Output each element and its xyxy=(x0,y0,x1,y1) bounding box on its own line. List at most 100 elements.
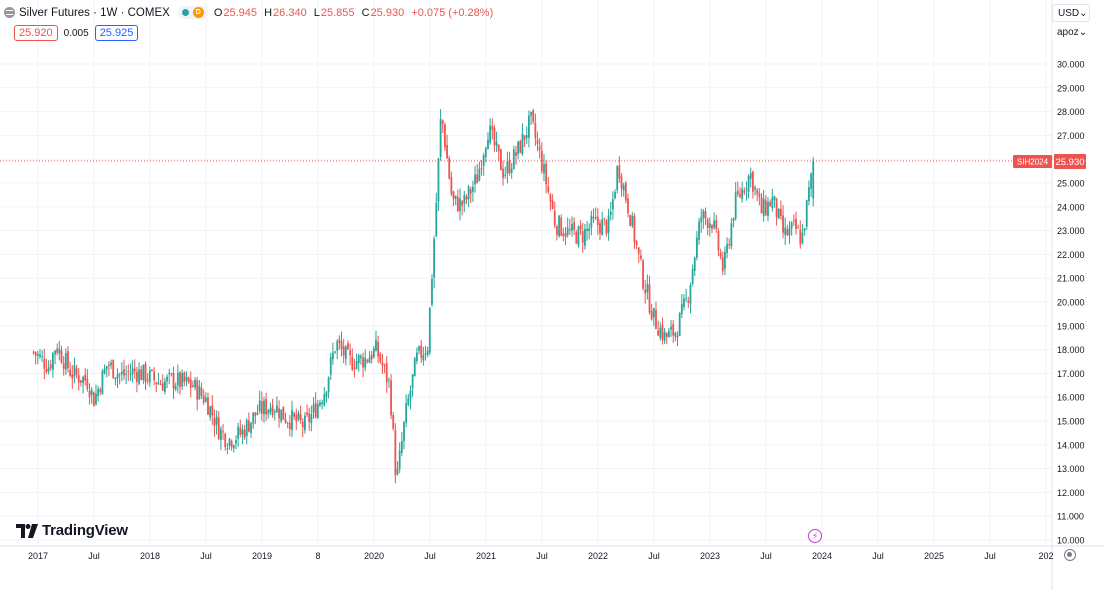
candle-body xyxy=(506,161,509,174)
low-label: L xyxy=(313,6,320,19)
candle-body xyxy=(174,386,177,390)
high-label: H xyxy=(264,6,273,19)
time-axis[interactable]: 2017 Jul 2018 Jul 2019 8 2020 Jul 2021 Jul 2022 Jul… xyxy=(28,551,1054,561)
candle-body xyxy=(752,171,754,192)
market-open-dot-icon xyxy=(181,9,189,16)
candle-body xyxy=(652,307,655,318)
candle-body xyxy=(254,412,257,416)
candle-body xyxy=(579,225,582,230)
candle-body xyxy=(782,215,784,233)
candle-body xyxy=(512,149,515,169)
candle-body xyxy=(549,194,552,202)
candle-body xyxy=(112,360,115,379)
candle-body xyxy=(252,412,255,424)
candle-body xyxy=(487,139,489,150)
symbol-tag-bg xyxy=(1013,155,1052,168)
candle-body xyxy=(808,187,810,202)
candle-body xyxy=(713,220,716,228)
currency-selector[interactable]: USD ⌄ xyxy=(1052,4,1090,22)
unit-selector[interactable]: apoz ⌄ xyxy=(1052,24,1090,40)
candle-body xyxy=(784,227,787,235)
candle-body xyxy=(338,339,341,343)
candles xyxy=(32,108,815,484)
candle-body xyxy=(566,227,569,236)
price-axis[interactable]: 10.000 11.000 12.000 13.000 14.000 15.000 16.0… xyxy=(1057,60,1085,546)
candle-body xyxy=(213,418,216,427)
price-tick-label: 10.000 xyxy=(1057,536,1085,546)
candle-body xyxy=(319,402,321,406)
candle-body xyxy=(476,174,479,184)
chart-grid xyxy=(0,0,1052,546)
candle-body xyxy=(187,377,190,383)
candle-body xyxy=(672,324,675,336)
price-tick-label: 24.000 xyxy=(1057,202,1085,212)
candle-body xyxy=(521,133,524,155)
candle-body xyxy=(715,219,718,229)
candle-body xyxy=(644,289,647,294)
time-tick-label: 2024 xyxy=(812,551,832,561)
candle-body xyxy=(581,231,584,243)
candle-body xyxy=(711,225,713,229)
candle-body xyxy=(151,369,153,371)
unit-label: apoz xyxy=(1057,26,1079,38)
price-tick-label: 25.000 xyxy=(1057,179,1085,189)
candle-body xyxy=(797,227,800,229)
lightning-icon[interactable]: ⚡ xyxy=(808,529,822,543)
candle-body xyxy=(332,352,334,360)
candle-body xyxy=(702,210,705,219)
candle-body xyxy=(771,197,774,209)
time-tick-label: 2019 xyxy=(252,551,272,561)
candle-body xyxy=(183,372,186,383)
chevron-down-icon: ⌄ xyxy=(1079,7,1088,19)
candle-body xyxy=(250,422,252,434)
candle-body xyxy=(198,385,201,400)
candle-body xyxy=(515,152,517,157)
candle-body xyxy=(179,372,181,388)
symbol-title[interactable]: Silver Futures · 1W · COMEX xyxy=(19,6,170,19)
candle-body xyxy=(517,141,520,155)
candle-body xyxy=(413,358,416,377)
candle-body xyxy=(286,422,289,424)
chevron-down-icon: ⌄ xyxy=(1078,26,1088,38)
low-value: 25.855 xyxy=(320,6,355,19)
candle-body xyxy=(642,260,644,289)
price-tick-label: 15.000 xyxy=(1057,417,1085,427)
candle-body xyxy=(110,362,112,366)
candle-body xyxy=(749,173,752,179)
candle-body xyxy=(299,414,302,421)
silver-symbol-icon[interactable] xyxy=(4,7,15,18)
tradingview-logo[interactable]: TradingView xyxy=(16,522,128,539)
candle-body xyxy=(222,431,224,433)
candle-body xyxy=(472,186,474,192)
candle-body xyxy=(726,243,728,253)
candle-body xyxy=(418,346,420,351)
candle-body xyxy=(377,341,380,357)
candle-body xyxy=(519,140,522,153)
candle-body xyxy=(207,397,209,415)
candle-body xyxy=(474,174,476,185)
candle-body xyxy=(323,394,326,405)
candle-body xyxy=(411,374,414,388)
candle-body xyxy=(584,229,586,246)
candle-body xyxy=(97,388,100,397)
bid-price[interactable]: 25.920 xyxy=(14,25,58,41)
candle-body xyxy=(273,411,276,413)
candle-body xyxy=(123,369,125,376)
candle-body xyxy=(577,226,580,246)
price-tick-label: 13.000 xyxy=(1057,464,1085,474)
gear-icon[interactable] xyxy=(1064,549,1076,561)
spread-value: 0.005 xyxy=(63,27,89,39)
candle-body xyxy=(304,415,306,431)
candle-body xyxy=(745,189,748,191)
candle-body xyxy=(795,218,797,230)
ask-price[interactable]: 25.925 xyxy=(94,25,139,41)
candle-body xyxy=(80,380,82,383)
candle-body xyxy=(54,350,56,355)
candle-body xyxy=(312,404,315,413)
candle-body xyxy=(424,353,427,355)
market-status-pill[interactable]: D xyxy=(177,6,208,19)
candle-body xyxy=(314,402,317,418)
candle-body xyxy=(385,362,388,383)
candle-body xyxy=(805,200,808,227)
